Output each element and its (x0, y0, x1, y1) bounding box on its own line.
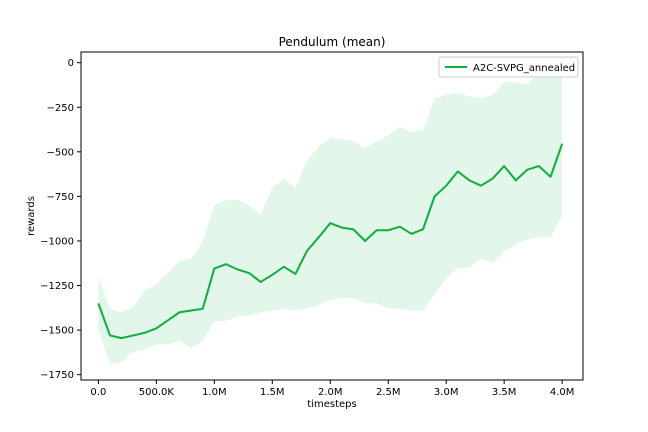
y-tick-label: −250 (47, 103, 74, 114)
y-tick-label: −1250 (40, 281, 74, 292)
series-line-0 (97, 143, 564, 340)
y-tick-label: −1000 (40, 236, 74, 247)
x-tick-label: 2.0M (318, 387, 343, 398)
y-tick-label: 0 (68, 58, 74, 69)
confidence-band (98, 68, 563, 364)
x-tick-label: 500.0K (139, 387, 175, 398)
x-tick-label: 1.0M (202, 387, 227, 398)
y-tick-label: −1500 (40, 326, 74, 337)
x-tick-label: 1.5M (260, 387, 285, 398)
plot-frame (80, 51, 584, 381)
x-tick-label: 2.5M (376, 387, 401, 398)
legend-label: A2C-SVPG_annealed (473, 63, 575, 74)
chart-title: Pendulum (mean) (279, 35, 386, 49)
confidence-band-layer (98, 68, 563, 364)
y-tick-label: −500 (47, 147, 74, 158)
legend-box (438, 56, 579, 78)
y-axis: 0 −250 −500 −750 −1000 −1250 −1500 −1750 (40, 58, 81, 381)
x-tick-label: 3.0M (434, 387, 459, 398)
legend: A2C-SVPG_annealed (438, 56, 579, 78)
x-tick-label: 3.5M (492, 387, 517, 398)
x-tick-label: 4.0M (550, 387, 575, 398)
x-tick-label: 0.0 (90, 387, 106, 398)
x-axis-title: timesteps (307, 399, 356, 410)
y-axis-title: rewards (26, 196, 37, 236)
x-axis: 0.0 500.0K 1.0M 1.5M 2.0M 2.5M 3.0M 3.5M 4.0M (90, 380, 574, 398)
y-tick-label: −1750 (40, 370, 74, 381)
y-tick-label: −750 (47, 192, 74, 203)
series-line-layer (97, 143, 564, 340)
